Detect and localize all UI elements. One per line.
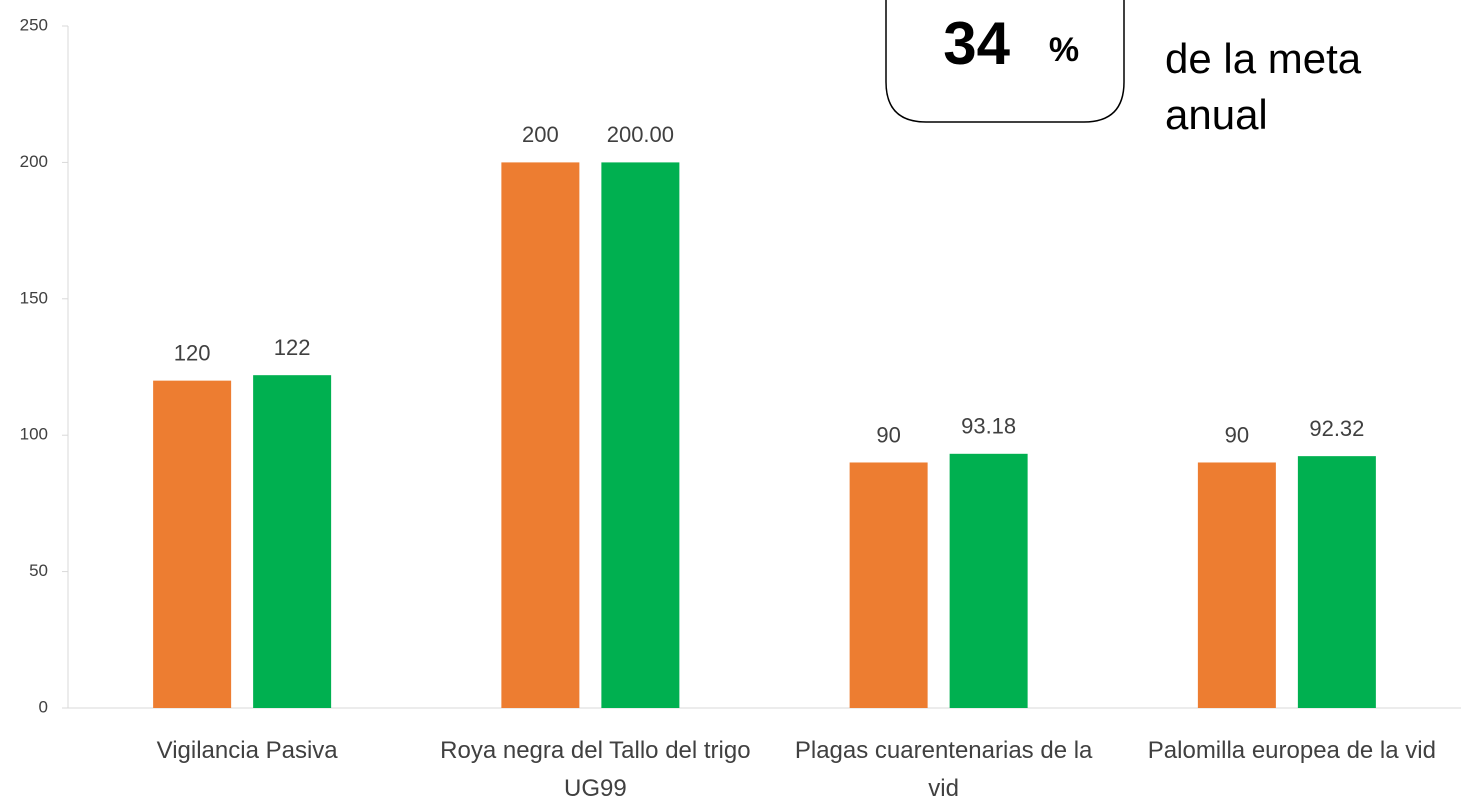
bar [1297, 456, 1376, 708]
y-tick-label: 100 [20, 425, 48, 444]
bar [501, 162, 580, 708]
bar [1197, 462, 1276, 708]
data-label: 90 [876, 422, 900, 447]
x-tick-label: Plagas cuarentenarias de la vid [794, 737, 1093, 802]
y-tick-label: 50 [29, 561, 48, 580]
x-tick-label: Roya negra del Tallo del trigo UG99 [440, 737, 751, 802]
x-tick-label: Palomilla europea de la vid [1147, 737, 1436, 764]
y-tick-label: 0 [39, 697, 48, 716]
bar [849, 462, 928, 708]
annotation-unit: % [1049, 31, 1079, 69]
data-label: 122 [274, 335, 311, 360]
annotation-text: anual [1165, 91, 1268, 138]
data-label: 120 [174, 340, 211, 365]
data-label: 93.18 [961, 414, 1016, 439]
annotation-text: de la meta [1165, 35, 1362, 82]
data-label: 200.00 [607, 122, 674, 147]
y-tick-label: 150 [20, 288, 48, 307]
data-label: 92.32 [1309, 416, 1364, 441]
bar [601, 162, 680, 708]
bar [153, 380, 232, 708]
y-tick-label: 250 [20, 15, 48, 34]
bar [253, 375, 332, 708]
x-tick-label: Vigilancia Pasiva [156, 737, 338, 764]
data-label: 200 [522, 122, 559, 147]
data-label: 90 [1225, 422, 1249, 447]
annotation-box [885, 0, 1125, 123]
y-tick-label: 200 [20, 152, 48, 171]
annotation-value: 34 [943, 10, 1010, 77]
bar [949, 453, 1028, 708]
